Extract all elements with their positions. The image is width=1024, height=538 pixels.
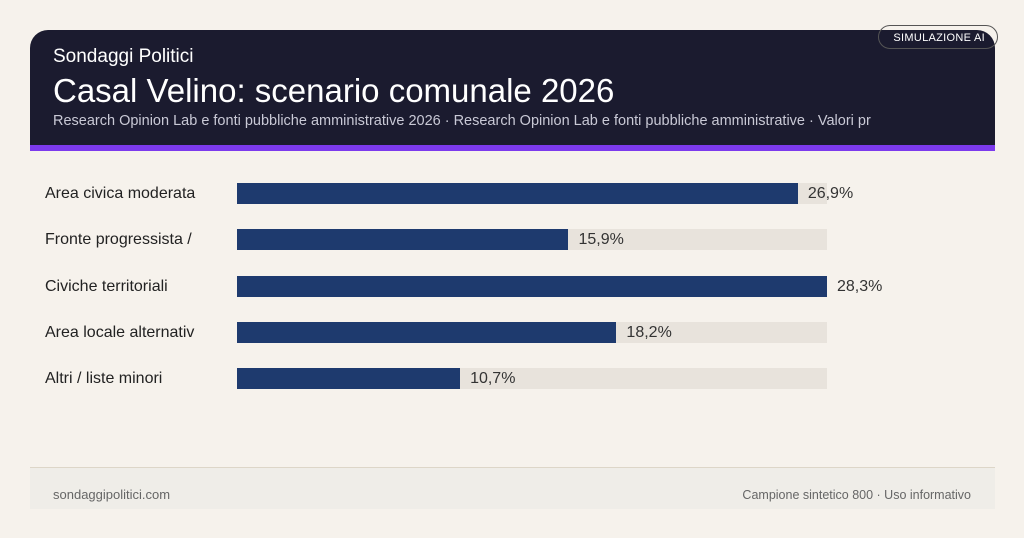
page-title: Casal Velino: scenario comunale 2026 bbox=[53, 72, 615, 109]
bar-track bbox=[237, 322, 827, 343]
subtitle: Research Opinion Lab e fonti pubbliche a… bbox=[53, 113, 871, 129]
bar bbox=[237, 322, 617, 343]
category-label: Area civica moderata bbox=[45, 185, 196, 202]
accent-bar bbox=[30, 145, 995, 151]
chart-row: Fronte progressista / 15,9% bbox=[0, 229, 1024, 251]
header-panel bbox=[30, 30, 995, 145]
footer-note: Campione sintetico 800 · Uso informativo bbox=[742, 488, 971, 502]
bar bbox=[237, 276, 827, 297]
category-label: Area locale alternativ bbox=[45, 324, 195, 341]
simulation-badge: SIMULAZIONE AI bbox=[878, 25, 998, 49]
category-label: Civiche territoriali bbox=[45, 278, 168, 295]
bar-track bbox=[237, 183, 827, 204]
value-label: 10,7% bbox=[470, 370, 516, 387]
chart-row: Civiche territoriali 28,3% bbox=[0, 276, 1024, 298]
category-label: Fronte progressista / bbox=[45, 231, 192, 248]
footer: sondaggipolitici.com Campione sintetico … bbox=[30, 467, 995, 509]
value-label: 28,3% bbox=[837, 278, 883, 295]
bar-track bbox=[237, 229, 827, 250]
bar-track bbox=[237, 368, 827, 389]
brand-name: Sondaggi Politici bbox=[53, 46, 194, 67]
category-label: Altri / liste minori bbox=[45, 370, 163, 387]
value-label: 26,9% bbox=[807, 185, 854, 202]
footer-site: sondaggipolitici.com bbox=[53, 487, 171, 502]
chart-row: Area locale alternativ 18,2% bbox=[0, 322, 1024, 344]
value-label: 15,9% bbox=[578, 231, 624, 248]
chart-row: Altri / liste minori 10,7% bbox=[0, 368, 1024, 390]
bar bbox=[237, 229, 569, 250]
chart-row: Area civica moderata 26,9% bbox=[0, 183, 1024, 205]
bar bbox=[237, 368, 461, 389]
bar-track bbox=[237, 276, 827, 297]
bar bbox=[237, 183, 798, 204]
value-label: 18,2% bbox=[626, 324, 672, 341]
